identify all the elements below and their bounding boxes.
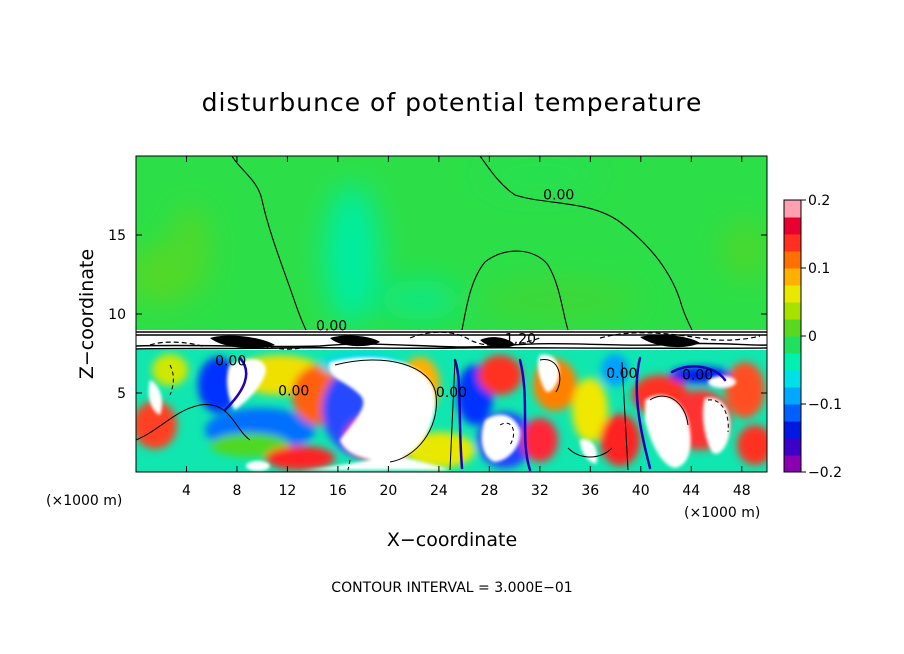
colorbar-swatch: [784, 404, 801, 422]
contour-labels: 0.00 0.00 0.00 −1.20 0.00 0.00 0.00 0.00: [215, 188, 713, 402]
colorbar-tick-label: 0.2: [808, 193, 830, 209]
contour-label: 0.00: [215, 353, 246, 369]
contour-label: 0.00: [682, 368, 713, 384]
x-tick-label: 32: [531, 483, 549, 499]
contour-label: −1.20: [493, 331, 536, 347]
contour-label: 0.00: [606, 366, 637, 382]
contour-interval-note: CONTOUR INTERVAL = 3.000E−01: [331, 580, 572, 596]
colorbar-swatch: [784, 234, 801, 252]
contour-label: 0.00: [543, 188, 574, 204]
colorbar-swatch: [784, 421, 801, 439]
colorbar-swatch: [784, 302, 801, 320]
chart-title: disturbunce of potential temperature: [202, 88, 703, 117]
colorbar-swatch: [784, 455, 801, 473]
x-tick-label: 24: [430, 483, 448, 499]
y-axis-unit: (×1000 m): [46, 493, 122, 509]
colorbar-tick-label: −0.1: [808, 397, 842, 413]
y-tick-label: 5: [117, 386, 126, 402]
contour-label: 0.00: [316, 319, 347, 335]
y-axis: 5 10 15: [108, 228, 767, 402]
colorbar-swatch: [784, 200, 801, 218]
colorbar-swatch: [784, 387, 801, 405]
colorbar-swatch: [784, 370, 801, 388]
temperature-field: [136, 156, 767, 472]
colorbar-swatch: [784, 285, 801, 303]
colorbar-swatch: [784, 336, 801, 354]
contour-label: 0.00: [436, 385, 467, 401]
y-tick-label: 10: [108, 307, 126, 323]
y-tick-label: 15: [108, 228, 126, 244]
colorbar-tick-label: 0.1: [808, 261, 830, 277]
x-axis-unit: (×1000 m): [684, 505, 760, 521]
x-tick-label: 12: [279, 483, 297, 499]
x-axis: 4 8 12 16 20 24 28 32 36 40 44 48: [182, 156, 751, 499]
x-tick-label: 16: [329, 483, 347, 499]
x-tick-label: 36: [581, 483, 599, 499]
colorbar-swatch: [784, 217, 801, 235]
x-tick-label: 48: [733, 483, 751, 499]
colorbar-swatch: [784, 353, 801, 371]
colorbar-swatch: [784, 251, 801, 269]
x-tick-label: 44: [682, 483, 700, 499]
colorbar-swatch: [784, 438, 801, 456]
x-tick-label: 28: [480, 483, 498, 499]
colorbar: 0.2 0.1 0 −0.1 −0.2: [783, 193, 842, 481]
x-tick-label: 4: [182, 483, 191, 499]
contour-label: 0.00: [278, 383, 309, 399]
colorbar-tick-label: −0.2: [808, 465, 842, 481]
x-tick-label: 8: [232, 483, 241, 499]
x-tick-label: 40: [632, 483, 650, 499]
colorbar-tick-label: 0: [808, 329, 817, 345]
x-axis-label: X−coordinate: [387, 529, 517, 551]
x-tick-label: 20: [379, 483, 397, 499]
y-axis-label: Z−coordinate: [76, 249, 98, 379]
colorbar-swatch: [784, 268, 801, 286]
colorbar-swatch: [784, 319, 801, 337]
